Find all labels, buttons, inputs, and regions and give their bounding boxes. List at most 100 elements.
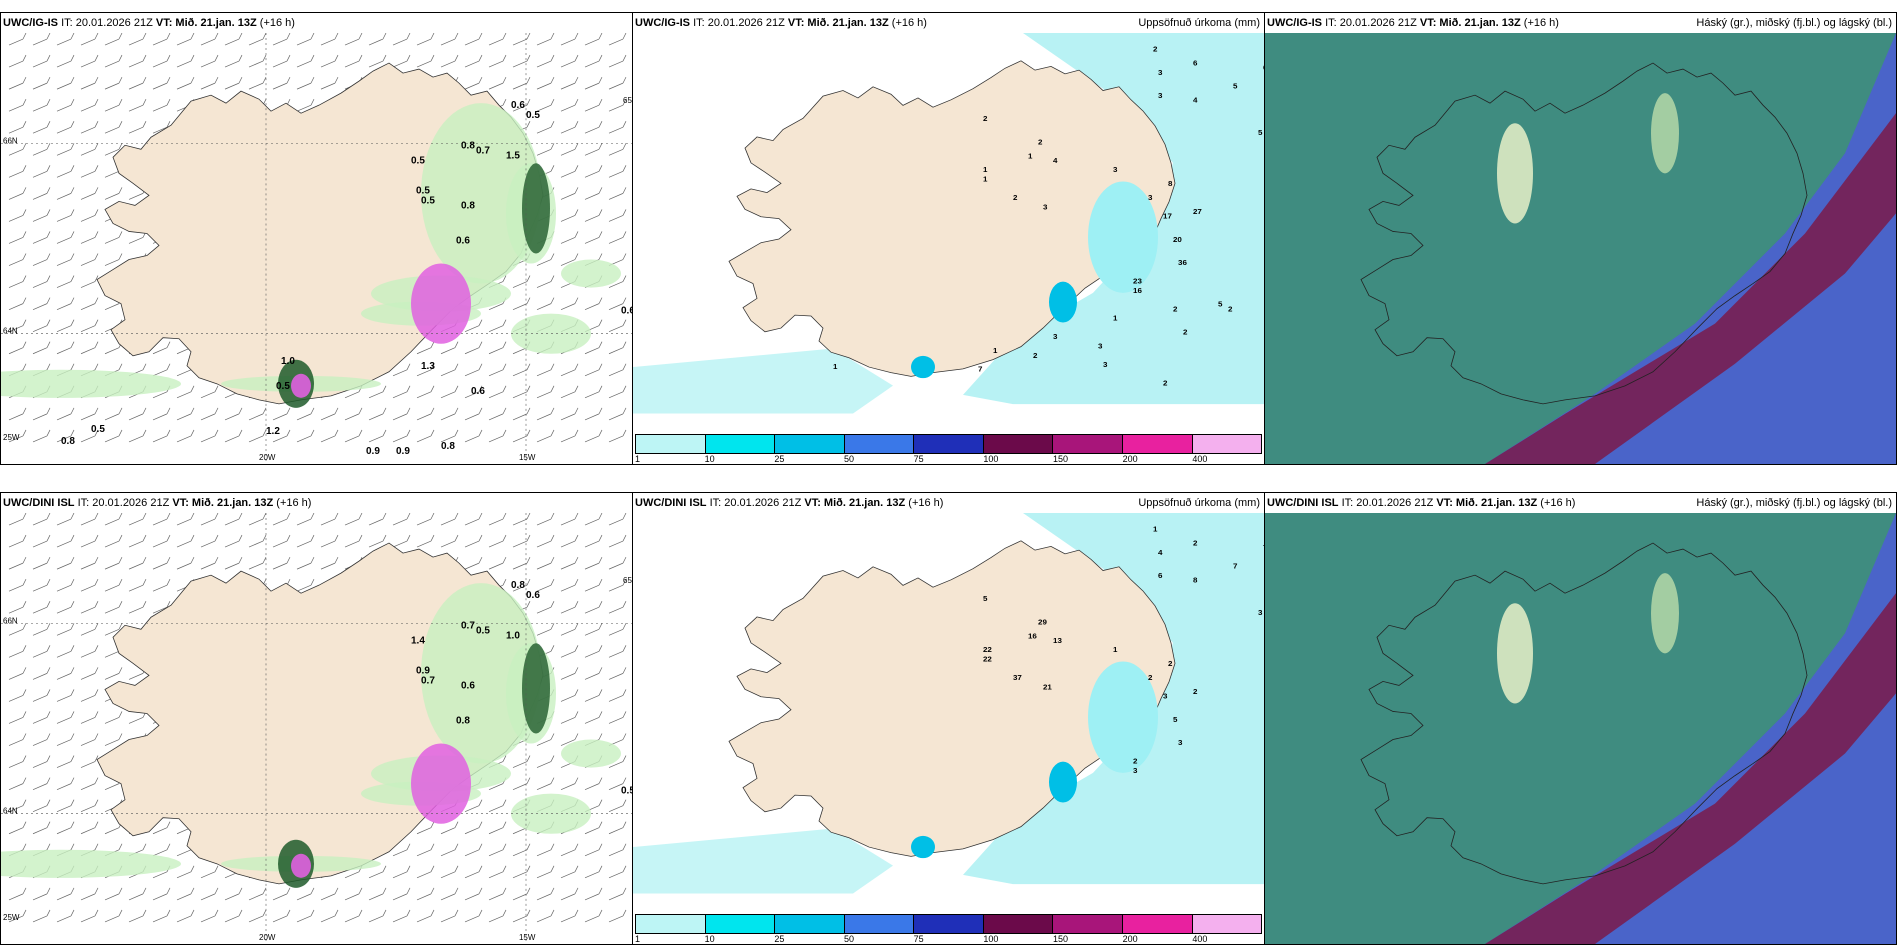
wind-barb	[272, 887, 291, 901]
wind-barb	[80, 54, 99, 68]
value-label: 2	[983, 114, 987, 123]
precip-shading	[1088, 181, 1158, 293]
value-label: 3	[1103, 360, 1107, 369]
wind-barb	[248, 407, 267, 421]
colorbar-cell	[844, 915, 915, 933]
wind-barb	[416, 513, 435, 526]
wind-barb	[128, 534, 147, 548]
wind-barb	[512, 429, 531, 443]
value-label: 1	[1113, 645, 1118, 654]
wind-barb	[488, 319, 507, 333]
wind-barb	[272, 407, 291, 421]
wind-barb	[56, 54, 75, 68]
wind-barb	[440, 865, 459, 879]
wind-barb	[416, 385, 435, 399]
wind-barb	[440, 513, 459, 526]
wind-barb	[512, 76, 531, 90]
value-label: 6	[1158, 571, 1162, 580]
wind-barb	[176, 865, 195, 879]
wind-barb	[56, 689, 75, 702]
wind-barb	[536, 297, 555, 310]
colorbar-tick-label: 400	[1192, 934, 1208, 944]
wind-barb	[440, 341, 459, 355]
value-label: 2	[1163, 379, 1167, 388]
axis-label: 20W	[259, 453, 276, 462]
wind-barb	[224, 33, 243, 46]
wind-barb	[512, 777, 531, 790]
panel-title-right: Uppsöfnuð úrkoma (mm)	[1138, 497, 1260, 509]
wind-barb	[32, 534, 51, 548]
wind-barb	[512, 98, 531, 112]
colorbar-tick-label: 200	[1122, 454, 1138, 464]
wind-barb	[80, 33, 99, 46]
wind-barb	[80, 275, 99, 288]
wind-shading	[561, 259, 621, 288]
value-label: 0.5	[526, 110, 540, 121]
wind-barb	[176, 909, 195, 923]
wind-barb	[296, 33, 315, 46]
wind-barb	[416, 534, 435, 548]
wind-barb	[80, 231, 99, 244]
wind-barb	[512, 54, 531, 68]
colorbar-cell	[1122, 915, 1193, 933]
wind-barb	[560, 231, 579, 244]
wind-barb	[608, 843, 627, 857]
colorbar-cell	[1053, 435, 1123, 453]
wind-barb	[320, 909, 339, 923]
wind-barb	[320, 534, 339, 548]
wind-barb	[32, 711, 51, 724]
value-label: 3	[1148, 193, 1152, 202]
wind-barb	[560, 601, 579, 614]
wind-barb	[152, 556, 171, 570]
wind-barb	[464, 799, 483, 813]
wind-barb	[608, 275, 627, 288]
wind-barb	[200, 887, 219, 901]
wind-barb	[584, 843, 603, 857]
wind-barb	[584, 578, 603, 592]
wind-barb	[560, 121, 579, 134]
cloud-map	[1265, 33, 1896, 464]
wind-barb	[488, 429, 507, 443]
wind-barb	[152, 33, 171, 46]
wind-barb	[416, 407, 435, 421]
axis-label: 64N	[3, 327, 18, 336]
wind-barb	[608, 429, 627, 443]
wind-barb	[320, 407, 339, 421]
wind-barb	[368, 33, 387, 46]
wind-barb	[608, 385, 627, 399]
wind-barb	[32, 121, 51, 134]
value-label: 16	[1028, 632, 1037, 641]
wind-barb	[80, 689, 99, 702]
value-label: 0.6	[471, 386, 485, 397]
wind-barb	[584, 121, 603, 134]
wind-barb	[536, 121, 555, 134]
wind-barb	[8, 54, 27, 68]
wind-barb	[344, 909, 363, 923]
wind-barb	[104, 143, 123, 156]
wind-barb	[320, 76, 339, 90]
wind-barb	[56, 733, 75, 746]
wind-barb	[80, 165, 99, 178]
wind-barb	[8, 578, 27, 592]
value-label: 2	[1148, 673, 1152, 682]
wind-barb	[224, 887, 243, 901]
wind-barb	[80, 98, 99, 112]
wind-barb	[8, 429, 27, 443]
wind-barb	[416, 363, 435, 377]
wind-barb	[200, 556, 219, 570]
axis-label: 15W	[519, 933, 536, 942]
colorbar-cell	[1192, 915, 1262, 933]
wind-barb	[8, 143, 27, 156]
wind-barb	[128, 513, 147, 526]
wind-barb	[416, 54, 435, 68]
wind-barb	[296, 98, 315, 112]
colorbar-cell	[705, 915, 776, 933]
wind-barb	[608, 887, 627, 901]
value-label: 22	[983, 645, 992, 654]
wind-barb	[56, 98, 75, 112]
clear-sky-area	[1497, 603, 1533, 704]
wind-barb	[440, 821, 459, 835]
wind-barb	[248, 887, 267, 901]
wind-barb	[560, 667, 579, 680]
wind-shading	[1, 369, 181, 398]
